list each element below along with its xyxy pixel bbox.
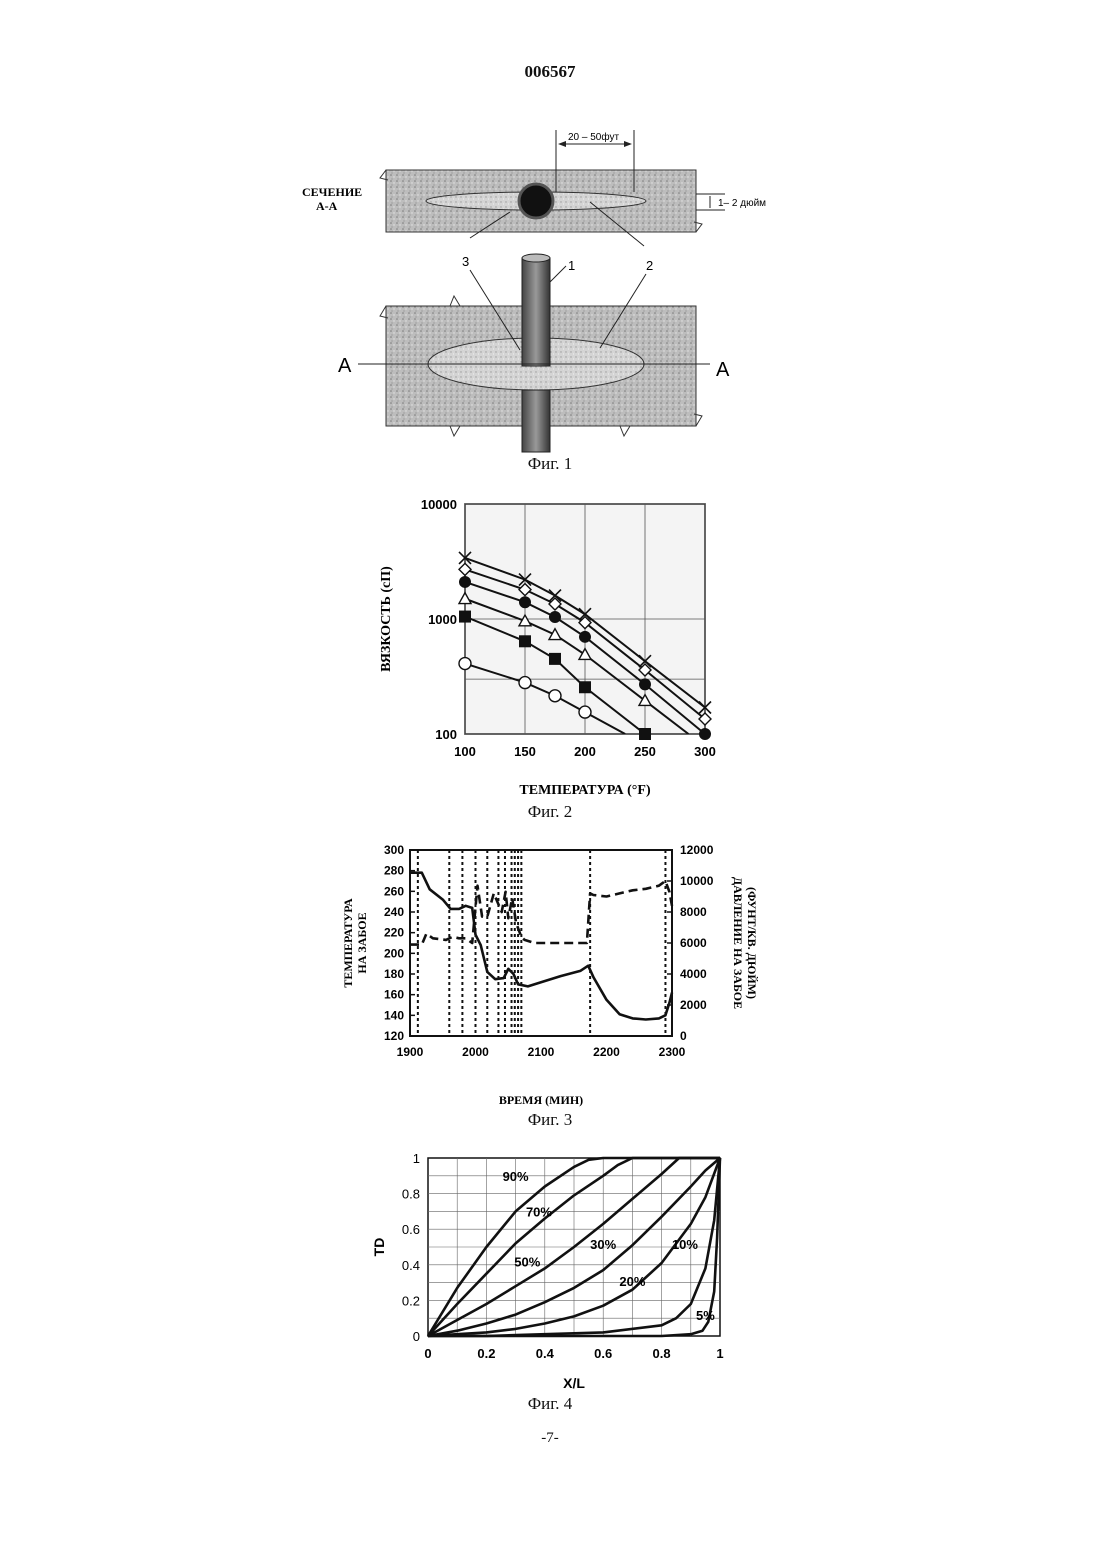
curve-label: 10% bbox=[672, 1237, 698, 1252]
y-tick-label: 0.4 bbox=[402, 1258, 420, 1273]
figure-2-chart: 100 150 200 250 300 100 1000 10000 ТЕМПЕРАТУРА (… bbox=[360, 492, 740, 812]
page-footer-number: -7- bbox=[0, 1430, 1100, 1447]
y-left-tick-label: 240 bbox=[384, 905, 404, 919]
y-left-tick-label: 300 bbox=[384, 843, 404, 857]
x-tick-label: 2300 bbox=[659, 1045, 686, 1059]
data-point-square-filled bbox=[519, 635, 531, 647]
x-tick-label: 2100 bbox=[528, 1045, 555, 1059]
section-label-line2: А-А bbox=[316, 199, 338, 213]
wellbore-section bbox=[519, 184, 553, 218]
data-point-circle-filled bbox=[639, 678, 651, 690]
x-tick-label: 200 bbox=[574, 744, 596, 759]
data-point-square-filled bbox=[579, 681, 591, 693]
callout-3: 3 bbox=[462, 254, 469, 269]
dimension-length-label: 20 – 50фут bbox=[568, 131, 619, 143]
y-left-axis-label: ТЕМПЕРАТУРА bbox=[341, 898, 355, 988]
y-right-tick-label: 0 bbox=[680, 1029, 687, 1043]
curve-label: 70% bbox=[526, 1205, 552, 1220]
figure-4-chart: 0 0.2 0.4 0.6 0.8 1 0 0.2 0.4 0.6 0.8 1 X/L TD 90% 70% 5… bbox=[360, 1148, 740, 1398]
y-tick-label: 0 bbox=[413, 1329, 420, 1344]
x-tick-label: 150 bbox=[514, 744, 536, 759]
dimension-thickness-label: 1– 2 дюйм bbox=[718, 198, 766, 209]
x-axis-label: X/L bbox=[563, 1375, 585, 1391]
wellbore-upper bbox=[522, 258, 550, 366]
y-right-tick-label: 8000 bbox=[680, 905, 707, 919]
section-label-line1: СЕЧЕНИЕ bbox=[302, 185, 362, 199]
y-right-tick-label: 6000 bbox=[680, 936, 707, 950]
y-left-tick-label: 180 bbox=[384, 967, 404, 981]
data-point-square-filled bbox=[459, 611, 471, 623]
x-tick-label: 0.8 bbox=[653, 1346, 671, 1361]
y-left-tick-label: 220 bbox=[384, 926, 404, 940]
callout-1: 1 bbox=[568, 258, 575, 273]
data-point-circle-open bbox=[549, 690, 561, 702]
y-right-tick-label: 2000 bbox=[680, 998, 707, 1012]
data-point-square-filled bbox=[549, 653, 561, 665]
data-point-circle-filled bbox=[459, 576, 471, 588]
curve-label: 20% bbox=[619, 1274, 645, 1289]
y-right-axis-label: ДАВЛЕНИЕ НА ЗАБОЕ bbox=[731, 877, 745, 1009]
figure-2-caption: Фиг. 2 bbox=[0, 802, 1100, 822]
y-tick-label: 0.6 bbox=[402, 1222, 420, 1237]
y-axis-label: TD bbox=[371, 1238, 387, 1257]
x-tick-label: 2200 bbox=[593, 1045, 620, 1059]
x-tick-label: 0 bbox=[424, 1346, 431, 1361]
x-tick-label: 250 bbox=[634, 744, 656, 759]
data-point-circle-open bbox=[459, 658, 471, 670]
y-left-tick-label: 140 bbox=[384, 1008, 404, 1022]
x-tick-label: 1900 bbox=[397, 1045, 424, 1059]
y-right-axis-label: (ФУНТ/КВ. ДЮЙМ) bbox=[745, 887, 759, 999]
curve-label: 90% bbox=[503, 1169, 529, 1184]
y-left-tick-label: 260 bbox=[384, 884, 404, 898]
x-tick-label: 300 bbox=[694, 744, 716, 759]
page-number: 006567 bbox=[0, 62, 1100, 82]
y-tick-label: 10000 bbox=[421, 497, 457, 512]
y-tick-label: 100 bbox=[435, 727, 457, 742]
curve-label: 5% bbox=[696, 1308, 715, 1323]
data-point-circle-filled bbox=[579, 631, 591, 643]
figure-1-caption: Фиг. 1 bbox=[0, 454, 1100, 474]
y-left-tick-label: 280 bbox=[384, 864, 404, 878]
x-tick-label: 100 bbox=[454, 744, 476, 759]
figure-4-caption: Фиг. 4 bbox=[0, 1394, 1100, 1414]
y-tick-label: 0.8 bbox=[402, 1187, 420, 1202]
y-tick-label: 1 bbox=[413, 1151, 420, 1166]
data-point-circle-open bbox=[579, 706, 591, 718]
y-left-tick-label: 200 bbox=[384, 946, 404, 960]
callout-2: 2 bbox=[646, 258, 653, 273]
wellbore-lower bbox=[522, 390, 550, 452]
data-point-circle-open bbox=[519, 677, 531, 689]
figure-3-caption: Фиг. 3 bbox=[0, 1110, 1100, 1130]
data-point-circle-filled bbox=[699, 728, 711, 740]
y-axis-label: ВЯЗКОСТЬ (сП) bbox=[379, 566, 394, 672]
x-axis-label: ТЕМПЕРАТУРА (°F) bbox=[519, 783, 651, 798]
y-right-tick-label: 10000 bbox=[680, 874, 714, 888]
curve-label: 30% bbox=[590, 1237, 616, 1252]
x-tick-label: 0.4 bbox=[536, 1346, 555, 1361]
figure-3-chart: 1900 2000 2100 2200 2300 120 140 160 180 200 220 24… bbox=[330, 840, 770, 1110]
y-right-tick-label: 4000 bbox=[680, 967, 707, 981]
x-tick-label: 1 bbox=[716, 1346, 723, 1361]
x-axis-label: ВРЕМЯ (МИН) bbox=[499, 1093, 583, 1107]
data-point-square-filled bbox=[639, 728, 651, 740]
section-mark-right: A bbox=[716, 359, 730, 381]
y-tick-label: 0.2 bbox=[402, 1293, 420, 1308]
figure-1-drawing: 20 – 50фут 1– 2 дюйм СЕЧЕНИЕ А-А A A 1 2… bbox=[300, 120, 800, 460]
y-right-tick-label: 12000 bbox=[680, 843, 714, 857]
y-left-tick-label: 160 bbox=[384, 988, 404, 1002]
x-tick-label: 0.6 bbox=[594, 1346, 612, 1361]
plan-view bbox=[380, 254, 702, 452]
curve-label: 50% bbox=[514, 1255, 540, 1270]
data-point-circle-filled bbox=[519, 596, 531, 608]
y-left-tick-label: 120 bbox=[384, 1029, 404, 1043]
data-point-circle-filled bbox=[549, 611, 561, 623]
y-tick-label: 1000 bbox=[428, 612, 457, 627]
x-tick-label: 2000 bbox=[462, 1045, 489, 1059]
section-a-a-view bbox=[380, 170, 702, 232]
y-left-axis-label: НА ЗАБОЕ bbox=[355, 912, 369, 973]
section-mark-left: A bbox=[338, 355, 352, 377]
x-tick-label: 0.2 bbox=[477, 1346, 495, 1361]
